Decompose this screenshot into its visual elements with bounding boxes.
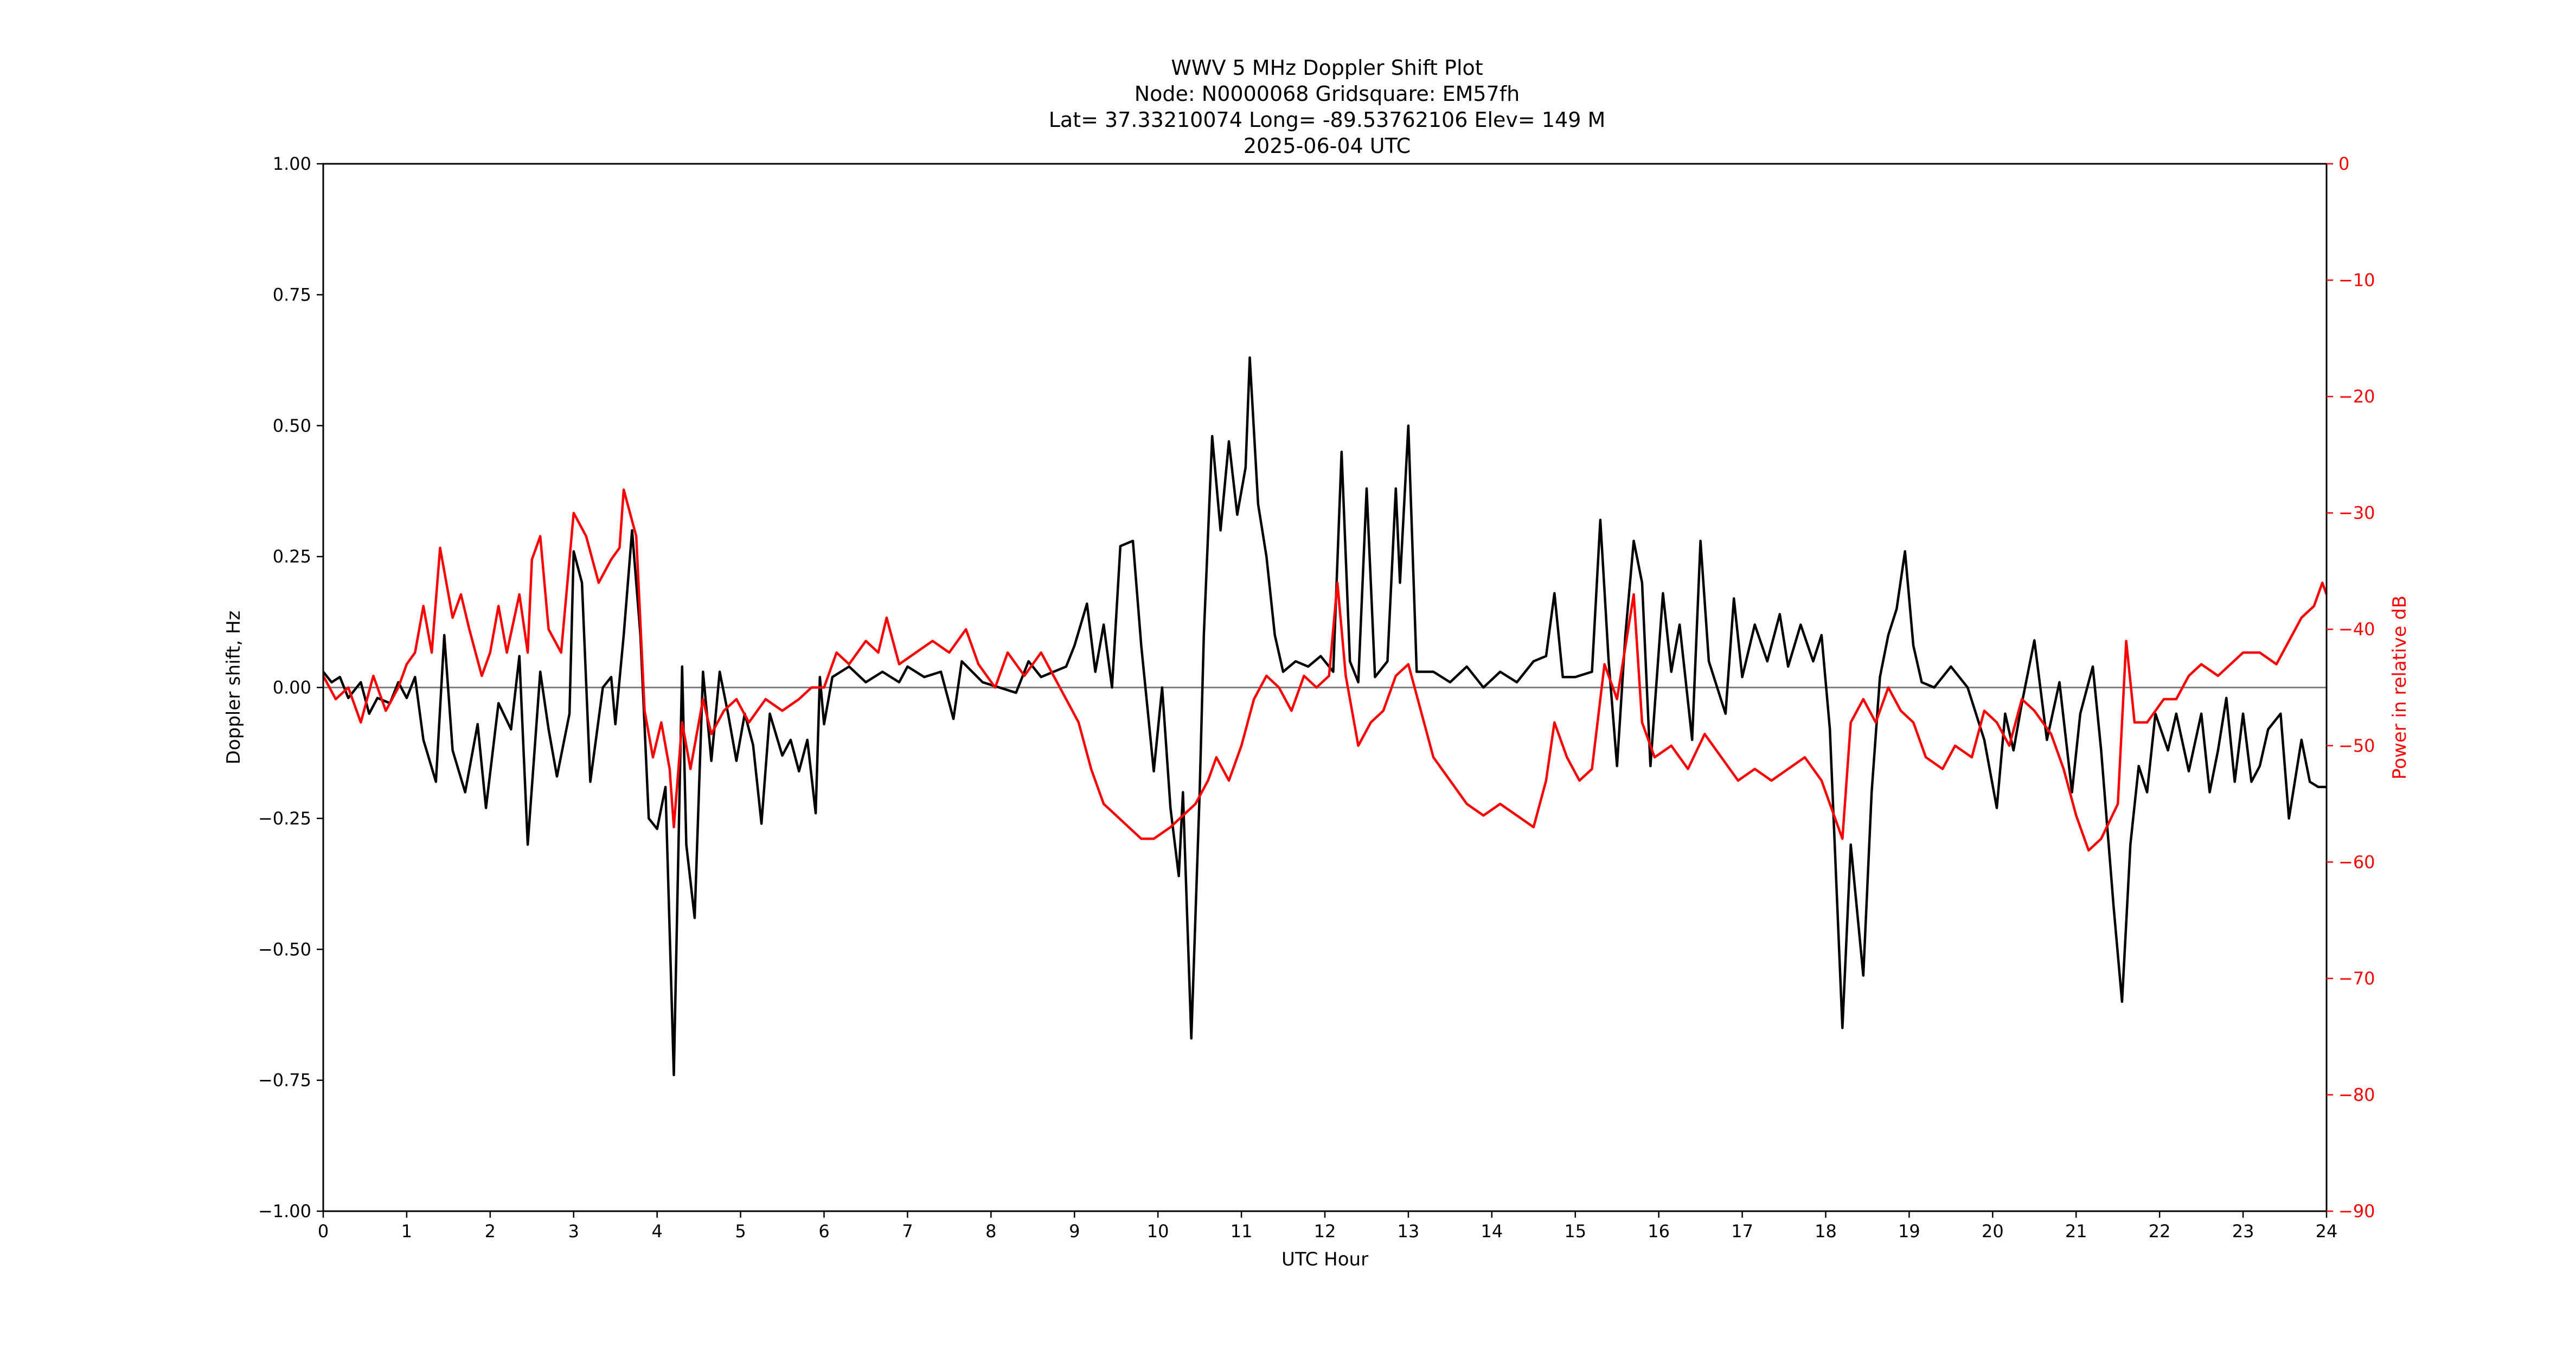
chart-title-line-4: 2025-06-04 UTC xyxy=(1244,134,1411,158)
left-y-axis-label: Doppler shift, Hz xyxy=(223,611,245,765)
right-y-axis-label: Power in relative dB xyxy=(2389,596,2411,779)
x-tick-label: 12 xyxy=(1314,1221,1336,1242)
right-y-tick-label: −30 xyxy=(2338,503,2375,523)
left-y-tick-label: 0.75 xyxy=(273,284,311,305)
right-y-tick-label: −20 xyxy=(2338,386,2375,407)
left-y-tick-label: 0.50 xyxy=(273,415,311,436)
right-y-tick-label: −70 xyxy=(2338,968,2375,989)
left-y-tick-label: −0.75 xyxy=(258,1070,311,1091)
x-tick-label: 5 xyxy=(735,1221,746,1242)
x-tick-label: 1 xyxy=(401,1221,412,1242)
x-tick-label: 21 xyxy=(2065,1221,2087,1242)
left-y-tick-label: 1.00 xyxy=(273,153,311,174)
right-y-tick-label: −80 xyxy=(2338,1084,2375,1105)
x-tick-label: 24 xyxy=(2316,1221,2338,1242)
x-tick-label: 13 xyxy=(1398,1221,1420,1242)
x-tick-label: 6 xyxy=(818,1221,829,1242)
x-tick-label: 2 xyxy=(485,1221,496,1242)
relative-power-series-line xyxy=(322,488,2328,852)
right-y-tick-label: 0 xyxy=(2338,153,2349,174)
left-y-tick-label: 0.25 xyxy=(273,546,311,567)
chart-title-line-2: Node: N0000068 Gridsquare: EM57fh xyxy=(1135,82,1520,106)
x-tick-label: 7 xyxy=(902,1221,913,1242)
x-tick-label: 17 xyxy=(1731,1221,1753,1242)
chart-title: WWV 5 MHz Doppler Shift Plot Node: N0000… xyxy=(1049,56,1605,158)
right-y-tick-label: −60 xyxy=(2338,852,2375,872)
left-y-tick-label: 0.00 xyxy=(273,677,311,698)
x-tick-label: 22 xyxy=(2149,1221,2171,1242)
x-tick-label: 4 xyxy=(651,1221,662,1242)
right-y-tick-label: −90 xyxy=(2338,1201,2375,1221)
x-tick-label: 11 xyxy=(1231,1221,1253,1242)
left-y-tick-label: −1.00 xyxy=(258,1201,311,1221)
right-y-tick-label: −40 xyxy=(2338,619,2375,639)
chart-title-line-3: Lat= 37.33210074 Long= -89.53762106 Elev… xyxy=(1049,108,1605,132)
left-y-tick-label: −0.50 xyxy=(258,939,311,960)
left-y-tick-label: −0.25 xyxy=(258,808,311,829)
x-tick-label: 10 xyxy=(1147,1221,1169,1242)
x-tick-label: 20 xyxy=(1982,1221,2004,1242)
doppler-shift-series-line xyxy=(322,356,2327,1077)
x-tick-label: 0 xyxy=(318,1221,329,1242)
x-tick-label: 9 xyxy=(1069,1221,1080,1242)
x-tick-label: 19 xyxy=(1898,1221,1920,1242)
chart-title-line-1: WWV 5 MHz Doppler Shift Plot xyxy=(1171,56,1483,80)
x-tick-label: 23 xyxy=(2232,1221,2254,1242)
right-y-tick-label: −50 xyxy=(2338,735,2375,756)
x-tick-label: 16 xyxy=(1648,1221,1670,1242)
x-tick-label: 18 xyxy=(1815,1221,1837,1242)
right-y-tick-label: −10 xyxy=(2338,270,2375,291)
x-tick-label: 14 xyxy=(1481,1221,1503,1242)
x-axis-label: UTC Hour xyxy=(1281,1249,1368,1270)
x-tick-label: 3 xyxy=(568,1221,579,1242)
x-tick-label: 8 xyxy=(985,1221,996,1242)
x-tick-label: 15 xyxy=(1564,1221,1586,1242)
